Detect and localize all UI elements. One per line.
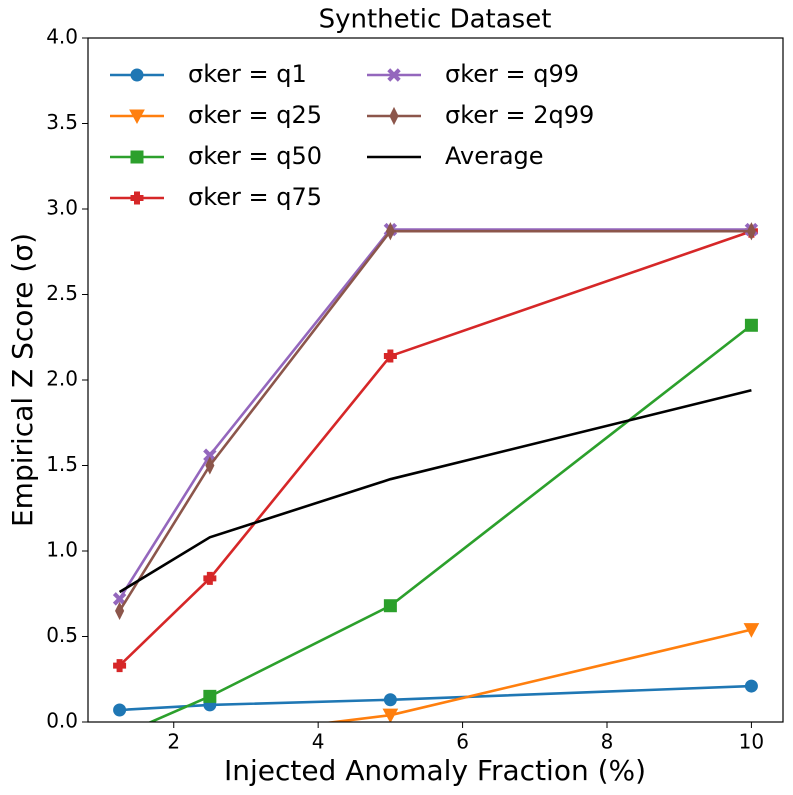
marker: [382, 708, 399, 722]
marker: [203, 571, 217, 585]
series-line: [147, 324, 753, 722]
marker: [114, 730, 126, 742]
series-line: [119, 684, 752, 712]
marker: [387, 68, 401, 82]
series-line: [118, 229, 752, 612]
marker: [203, 689, 217, 703]
legend-label: σker = q25: [188, 101, 322, 129]
y-tick-label: 0.0: [46, 709, 78, 733]
legend-label: σker = 2q99: [445, 101, 594, 129]
marker: [385, 222, 395, 241]
y-tick-label: 2.5: [46, 281, 78, 305]
marker: [113, 703, 127, 717]
x-tick-label: 8: [601, 730, 614, 754]
plot-area: [112, 222, 760, 763]
marker: [744, 318, 758, 332]
x-tick-label: 6: [456, 730, 469, 754]
y-tick-label: 1.0: [46, 538, 78, 562]
series-line: [118, 228, 752, 600]
series-line: [118, 230, 752, 667]
marker: [389, 106, 399, 126]
y-tick-label: 0.5: [46, 623, 78, 647]
marker: [115, 601, 125, 620]
plot-frame: [87, 37, 784, 723]
y-tick-label: 3.5: [46, 110, 78, 134]
x-axis-label: Injected Anomaly Fraction (%): [224, 754, 646, 787]
series-line: [118, 388, 752, 594]
marker: [130, 150, 144, 164]
y-tick-label: 3.0: [46, 196, 78, 220]
marker: [383, 693, 397, 707]
marker: [743, 623, 760, 638]
y-tick-label: 4.0: [46, 25, 78, 49]
legend-label: Average: [445, 142, 544, 170]
chart-title: Synthetic Dataset: [319, 5, 552, 35]
legend-label: σker = q1: [188, 60, 307, 88]
marker: [205, 456, 215, 475]
x-tick-label: 10: [739, 730, 764, 754]
marker: [746, 222, 756, 241]
marker: [129, 109, 145, 125]
marker: [383, 349, 397, 363]
legend-label: σker = q75: [188, 183, 322, 211]
x-tick-label: 4: [312, 730, 325, 754]
y-axis-label: Empirical Z Score (σ): [6, 233, 39, 527]
legend-label: σker = q50: [188, 142, 322, 170]
marker: [744, 679, 758, 693]
y-tick-label: 2.0: [46, 367, 78, 391]
marker: [203, 731, 217, 744]
marker: [113, 750, 127, 763]
y-tick-label: 1.5: [46, 452, 78, 476]
marker: [130, 191, 144, 205]
series-line: [324, 628, 752, 722]
marker: [383, 599, 397, 613]
marker: [130, 68, 144, 82]
x-tick-label: 2: [167, 730, 180, 754]
legend-label: σker = q99: [445, 60, 579, 88]
marker: [113, 659, 127, 673]
